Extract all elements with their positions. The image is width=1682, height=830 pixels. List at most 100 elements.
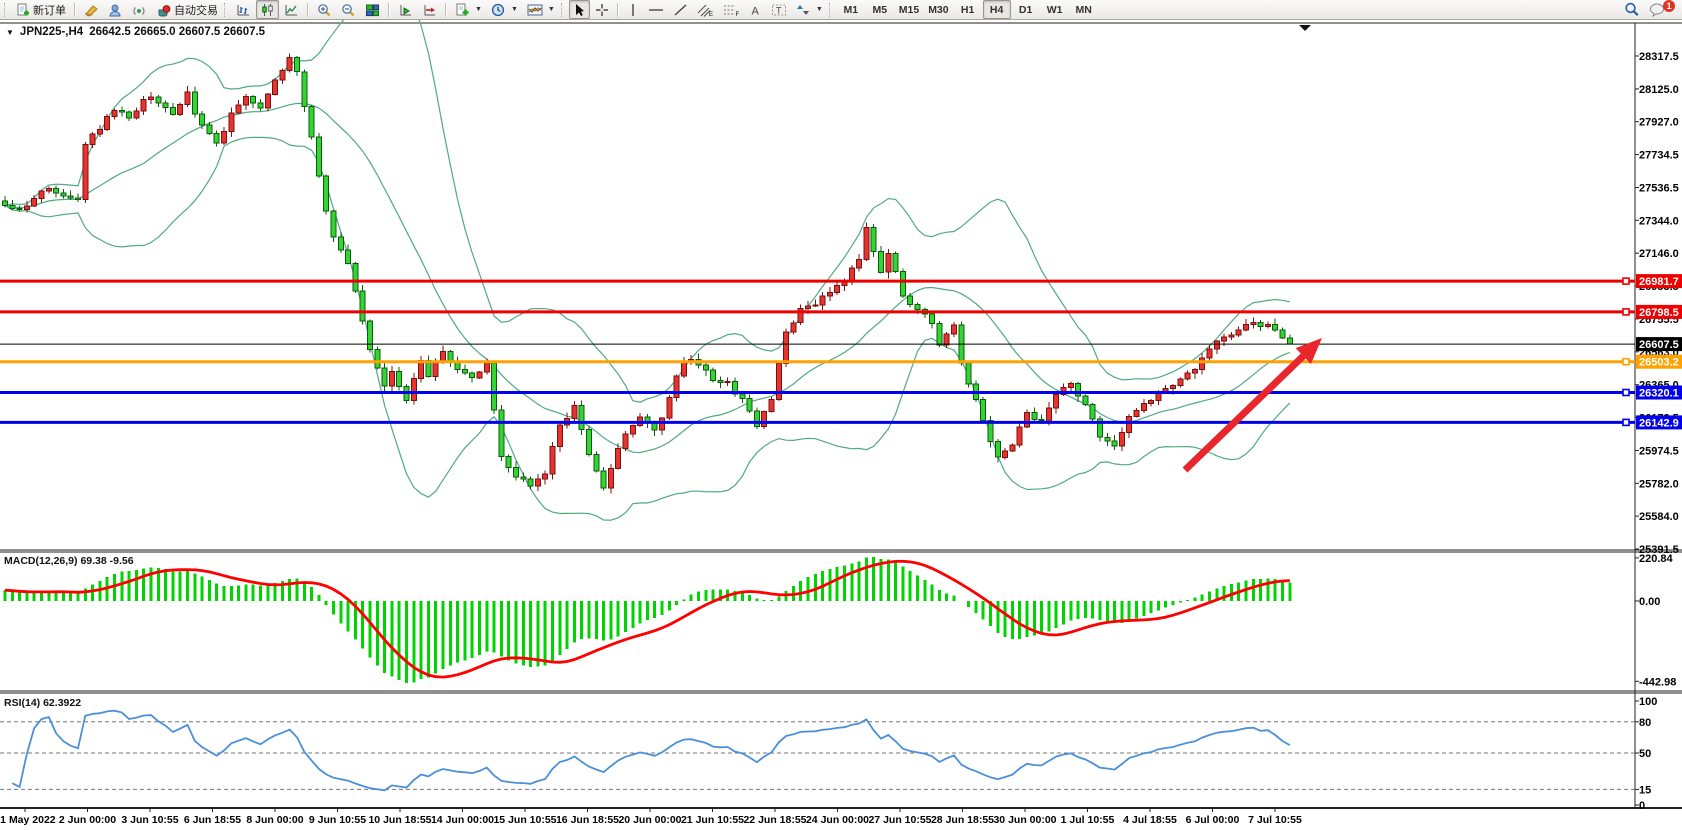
time-axis: 31 May 2022 2 Jun 00:00 3 Jun 10:55 6 Jun 1…: [0, 808, 1302, 826]
svg-text:100: 100: [1639, 696, 1657, 708]
hline-current-price-26607.5[interactable]: 26607.5: [0, 337, 1682, 352]
auto-trading-icon: [158, 4, 171, 16]
svg-text:22 Jun 18:55: 22 Jun 18:55: [743, 814, 806, 826]
chart-shift-button[interactable]: [418, 0, 441, 19]
toolbar-grip[interactable]: [828, 2, 833, 17]
svg-text:4 Jul 18:55: 4 Jul 18:55: [1123, 814, 1177, 826]
svg-text:8 Jun 00:00: 8 Jun 00:00: [246, 814, 303, 826]
timeframe-M1[interactable]: M1: [843, 3, 859, 16]
signal-button[interactable]: [128, 0, 151, 19]
trendline-button[interactable]: [669, 0, 692, 19]
indicators-icon: [456, 3, 469, 15]
hline-support-26320.1[interactable]: 26320.1: [0, 385, 1682, 400]
svg-text:28317.5: 28317.5: [1639, 51, 1679, 63]
trend-arrow[interactable]: [1182, 338, 1322, 473]
timeframe-H1[interactable]: H1: [960, 3, 975, 16]
arrows-button[interactable]: ▼: [792, 0, 827, 19]
svg-text:6 Jun 18:55: 6 Jun 18:55: [184, 814, 241, 826]
fibonacci-button[interactable]: F: [719, 0, 744, 19]
svg-text:25391.5: 25391.5: [1639, 544, 1679, 556]
text-label-icon: T: [771, 4, 786, 15]
dropdown-caret-icon: ▼: [510, 6, 518, 13]
bar-chart-button[interactable]: [232, 0, 255, 19]
periods-button[interactable]: ▼: [487, 0, 522, 19]
svg-text:28 Jun 18:55: 28 Jun 18:55: [931, 814, 994, 826]
zoom-out-icon: [342, 3, 355, 16]
chart-menu-icon[interactable]: ▼: [6, 27, 14, 37]
auto-scroll-icon: [400, 4, 411, 15]
hline-resistance-26798.5[interactable]: 26798.5: [0, 304, 1682, 319]
hline-support-26142.9[interactable]: 26142.9: [0, 415, 1682, 430]
chart-shift-marker[interactable]: [1299, 25, 1311, 31]
search-icon: [1625, 2, 1639, 16]
timeframe-M15[interactable]: M15: [898, 3, 920, 16]
cursor-button[interactable]: [568, 0, 590, 19]
new-order-button[interactable]: 新订单: [12, 0, 70, 19]
auto-trading-button[interactable]: 自动交易: [152, 0, 222, 19]
toolbar-separator: [307, 2, 309, 17]
notifications-button[interactable]: 1: [1645, 0, 1679, 19]
vertical-line-button[interactable]: [623, 0, 643, 19]
text-label-button[interactable]: T: [767, 0, 791, 19]
rsi-indicator-label: RSI(14) 62.3922: [4, 697, 82, 709]
notification-badge: 1: [1663, 0, 1675, 12]
equidistant-channel-button[interactable]: E: [693, 0, 718, 19]
arrows-icon: [796, 4, 809, 15]
timeframe-MN[interactable]: MN: [1075, 3, 1092, 16]
search-button[interactable]: [1620, 0, 1644, 19]
toolbar-grip[interactable]: [4, 2, 8, 17]
templates-button[interactable]: ▼: [523, 0, 559, 19]
svg-text:7 Jul 10:55: 7 Jul 10:55: [1248, 814, 1302, 826]
macd-histogram: [3, 557, 1292, 683]
timeframe-D1[interactable]: D1: [1018, 3, 1033, 16]
toolbar-grip[interactable]: [560, 2, 565, 17]
svg-text:9 Jun 10:55: 9 Jun 10:55: [309, 814, 366, 826]
rsi-levels: [0, 721, 1635, 790]
macd-axis: 220.84 0.00 -442.98: [1635, 553, 1676, 688]
profile-button[interactable]: [104, 0, 127, 19]
crosshair-icon: [595, 3, 608, 16]
svg-text:26320.1: 26320.1: [1639, 388, 1679, 400]
zoom-in-icon: [318, 3, 331, 16]
svg-text:15 Jun 10:55: 15 Jun 10:55: [493, 814, 556, 826]
hline-resistance-26981.7[interactable]: 26981.7: [0, 274, 1682, 289]
timeframe-H4[interactable]: H4: [982, 0, 1011, 19]
zoom-out-button[interactable]: [337, 0, 360, 19]
svg-text:F: F: [735, 12, 739, 17]
line-chart-button[interactable]: [280, 0, 303, 19]
rsi-line: [11, 709, 1291, 792]
svg-text:25782.0: 25782.0: [1639, 478, 1679, 490]
indicators-button[interactable]: ▼: [451, 0, 486, 19]
crosshair-button[interactable]: [591, 0, 613, 19]
hline-level-26503.2[interactable]: 26503.2: [0, 354, 1682, 369]
auto-scroll-button[interactable]: [394, 0, 417, 19]
price-axis: 28317.5 28125.0 27927.0 27734.5 27536.5 27344…: [1635, 51, 1679, 556]
candlestick-chart-button[interactable]: [256, 0, 279, 19]
bollinger-bands[interactable]: [4, 0, 1291, 521]
toolbar: 新订单 自动交易: [0, 0, 1682, 20]
horizontal-line-button[interactable]: [644, 0, 668, 19]
text-button[interactable]: A: [745, 0, 766, 19]
svg-text:-442.98: -442.98: [1639, 676, 1676, 688]
svg-text:27734.5: 27734.5: [1639, 150, 1679, 162]
channel-icon: E: [697, 4, 713, 17]
svg-text:27 Jun 10:55: 27 Jun 10:55: [868, 814, 931, 826]
timeframe-M5[interactable]: M5: [872, 3, 888, 16]
svg-text:26142.9: 26142.9: [1639, 417, 1679, 429]
toolbar-separator: [445, 2, 447, 17]
svg-text:0.00: 0.00: [1639, 596, 1660, 608]
svg-text:A: A: [751, 5, 759, 17]
timeframe-W1[interactable]: W1: [1046, 3, 1063, 16]
macd-signal-line: [4, 559, 1290, 679]
tile-windows-button[interactable]: [361, 0, 384, 19]
clock-icon: [491, 3, 505, 16]
new-order-icon: [17, 3, 29, 15]
zoom-in-button[interactable]: [313, 0, 336, 19]
crayon-button[interactable]: [80, 0, 103, 19]
timeframe-M30[interactable]: M30: [928, 3, 949, 16]
auto-trading-label: 自动交易: [174, 4, 218, 17]
candlesticks: [2, 53, 1293, 494]
toolbar-grip[interactable]: [224, 2, 228, 17]
svg-text:3 Jun 10:55: 3 Jun 10:55: [121, 814, 178, 826]
